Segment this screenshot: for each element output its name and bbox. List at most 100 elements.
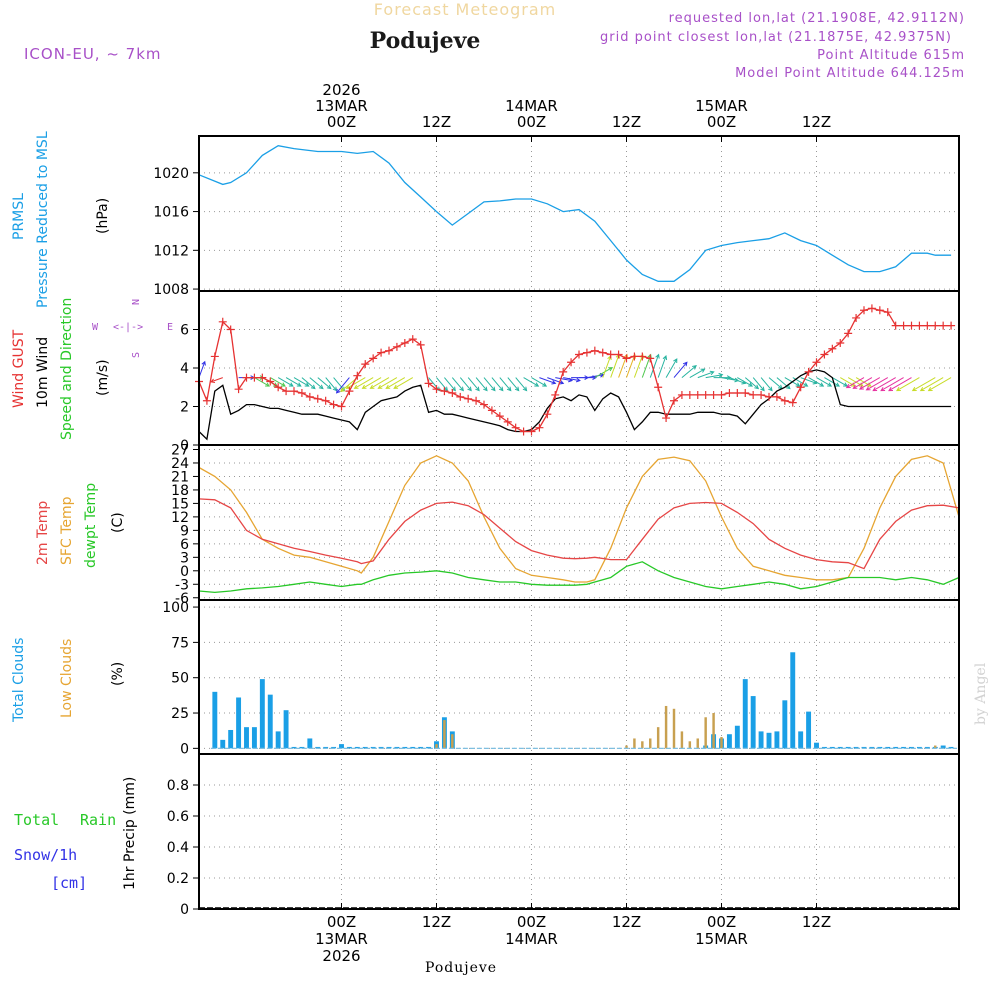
wind-ytick-label: 2 [180, 400, 189, 416]
wind-arrow [594, 367, 614, 379]
precip-ytick-label: 0 [180, 902, 189, 918]
wind-label-speed-dir: Speed and Direction [59, 298, 75, 440]
gust-marker [907, 321, 916, 330]
total-cloud-bar [924, 746, 930, 749]
model-altitude: Model Point Altitude 644.125m [735, 66, 965, 81]
gust-marker [875, 306, 884, 315]
low-cloud-bar [704, 717, 707, 749]
gust-marker [820, 350, 829, 359]
temp-frame [198, 444, 960, 601]
gust-marker [923, 321, 932, 330]
total-cloud-bar [901, 746, 907, 749]
wind-arrow [377, 377, 398, 389]
wind-arrow [491, 377, 504, 392]
wind-arrow [301, 377, 316, 390]
gust-marker [480, 400, 488, 409]
wind-arrow [865, 377, 889, 391]
low-cloud-bar [451, 734, 454, 749]
gust-marker [242, 373, 251, 382]
wind-arrow [515, 377, 528, 392]
wind-arrow [210, 377, 223, 383]
wind-arrow [293, 377, 310, 387]
clouds-label-total: Total Clouds [11, 638, 27, 723]
footer-credit: by Angel [973, 662, 989, 725]
temp-ytick-label: 0 [180, 564, 189, 580]
precip-ytick-label: 0.8 [167, 778, 189, 794]
gust-marker [392, 342, 401, 351]
temp-panel-labels: 2m Temp SFC Temp dewpt Temp (C) [35, 483, 126, 568]
gust-marker [638, 352, 647, 361]
total-cloud-bar [782, 700, 788, 749]
clouds-label-low: Low Clouds [59, 639, 75, 718]
low-cloud-bar [696, 738, 699, 749]
pressure-grid: 1008 1012 1016 1020 [153, 136, 959, 298]
temp-ytick-label: 3 [180, 550, 189, 566]
compass-s: S [131, 352, 142, 358]
precip-label-total: Total [14, 811, 59, 829]
wind-arrow [507, 377, 520, 392]
total-cloud-bar [877, 746, 883, 749]
precip-label-rain: Rain [80, 811, 116, 829]
low-cloud-bar [712, 713, 715, 749]
temp-ytick-label: 18 [171, 483, 189, 499]
time-label-bottom: 15MAR [695, 930, 748, 948]
total-cloud-bar [331, 746, 337, 749]
total-cloud-bar [378, 746, 384, 749]
wind-arrow [852, 377, 873, 389]
pressure-label-name: Pressure Reduced to MSL [35, 131, 51, 308]
gust-marker [812, 358, 821, 367]
clouds-grid: 0 25 50 75 100 [162, 600, 959, 757]
gust-marker [765, 392, 773, 401]
wind-arrow [475, 377, 488, 392]
total-cloud-bar [774, 731, 780, 749]
total-cloud-bar [734, 725, 740, 749]
gust-marker [693, 390, 702, 399]
wind-arrow [689, 368, 706, 379]
time-label-bottom: 00Z [517, 913, 546, 931]
wind-arrow [602, 355, 612, 378]
time-label-top: 12Z [612, 113, 641, 131]
gust-marker [250, 373, 259, 382]
total-cloud-bar [909, 746, 914, 749]
wind-arrow [531, 377, 548, 387]
gust-marker [337, 402, 346, 411]
wind-arrow [911, 377, 936, 392]
wind-arrow [499, 377, 512, 392]
temp-ytick-label: -3 [175, 577, 189, 593]
gust-marker [725, 389, 734, 398]
wind-ytick-label: 4 [180, 361, 189, 377]
gust-marker [535, 423, 544, 432]
clouds-ytick-label: 25 [171, 706, 189, 722]
time-label-top: 00Z [517, 113, 546, 131]
gust-marker [590, 346, 599, 355]
temp-ytick-label: 9 [180, 523, 189, 539]
temp-ytick-label: 24 [171, 456, 189, 472]
total-cloud-bar [307, 738, 313, 749]
time-label-top: 00Z [707, 113, 736, 131]
gust-marker [614, 350, 623, 359]
gust-marker [899, 321, 908, 330]
low-cloud-bar [664, 705, 668, 749]
temp-label-2m: 2m Temp [35, 501, 51, 565]
gust-marker [551, 390, 560, 399]
gust-marker [313, 394, 322, 403]
total-cloud-bar [758, 731, 764, 749]
wind-arrow [888, 377, 912, 392]
time-label-bottom: 12Z [802, 913, 831, 931]
precip-grid: 0 0.2 0.4 0.6 0.8 [167, 754, 959, 918]
gust-marker [677, 390, 686, 399]
wind-arrow [254, 377, 270, 387]
clouds-panel-labels: Total Clouds Low Clouds (%) [11, 638, 126, 723]
point-altitude: Point Altitude 615m [817, 48, 965, 63]
gust-marker [741, 389, 750, 398]
gust-marker [503, 417, 512, 426]
total-cloud-bar [766, 732, 772, 749]
gust-marker [788, 398, 797, 407]
gust-marker [400, 338, 409, 347]
precip-frame [198, 753, 960, 910]
gust-marker [511, 423, 520, 432]
gust-marker [297, 389, 306, 398]
wind-arrow [459, 377, 472, 392]
gust-marker [891, 321, 900, 330]
